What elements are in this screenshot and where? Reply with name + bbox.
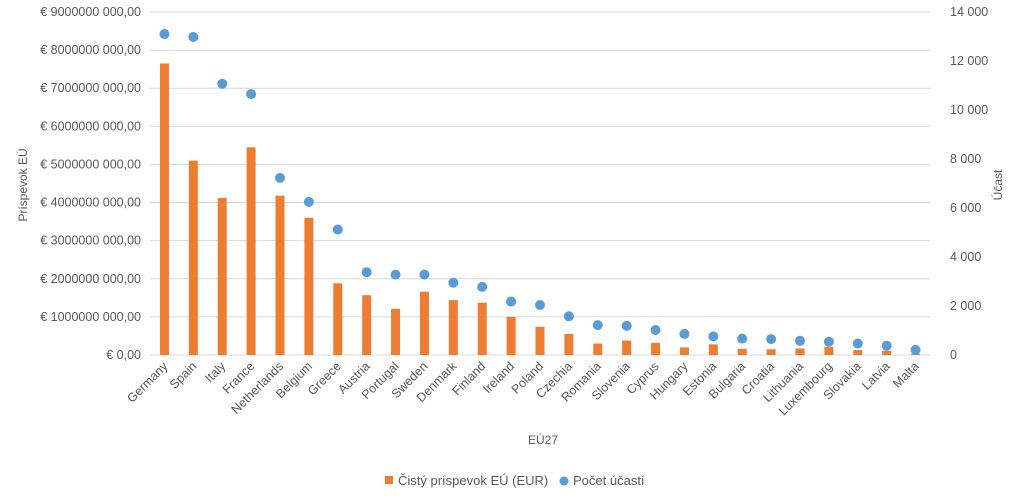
bar (679, 347, 689, 355)
scatter-point (188, 31, 199, 42)
y-tick-label: € 0,00 (106, 348, 141, 362)
scatter-point (592, 320, 603, 331)
legend: Čistý príspevok EÚ (EUR) Počet účastí (385, 473, 645, 488)
bar (853, 350, 863, 355)
y-tick-label: € 1000000 000,00 (40, 310, 141, 324)
left-axis-ticks: € 0,00 € 1000000 000,00 € 2000000 000,00 € … (40, 5, 141, 362)
scatter-point (823, 336, 834, 347)
bar (477, 302, 487, 355)
scatter-point (477, 281, 488, 292)
scatter-point (795, 335, 805, 346)
bar (246, 147, 256, 355)
y2-tick-label: 2 000 (950, 299, 981, 313)
bar (419, 291, 429, 355)
y2-tick-label: 0 (950, 348, 957, 362)
y-tick-label: € 6000000 000,00 (40, 119, 141, 133)
x-tick-label: Germany (124, 359, 171, 406)
y2-tick-label: 8 000 (950, 152, 981, 166)
scatter-point (766, 334, 777, 345)
bar (448, 300, 458, 355)
bar (824, 346, 834, 355)
scatter-point (390, 269, 401, 280)
legend-dot-swatch (559, 476, 569, 486)
scatter-point (737, 333, 748, 344)
scatter-point (881, 340, 892, 351)
bar (159, 63, 169, 355)
legend-bar-swatch (385, 476, 393, 484)
y-axis-title: Príspevok EÚ (15, 148, 30, 221)
y2-tick-label: 12 000 (950, 54, 988, 68)
right-axis-ticks: 0 2 000 4 000 6 000 8 000 10 000 12 000 14 000 (950, 5, 988, 362)
x-tick-label: Spain (167, 359, 200, 392)
scatter-point (506, 296, 517, 307)
bar (217, 197, 227, 355)
bar (766, 349, 776, 355)
scatter-point (419, 269, 430, 280)
y2-tick-label: 4 000 (950, 250, 981, 264)
y-tick-label: € 2000000 000,00 (40, 272, 141, 286)
y-tick-label: € 3000000 000,00 (40, 234, 141, 248)
y2-axis-title: Účast (990, 169, 1005, 200)
scatter-point (246, 89, 257, 100)
scatter-point (650, 325, 661, 336)
bar (708, 344, 718, 355)
y-tick-label: € 9000000 000,00 (40, 5, 141, 19)
y2-tick-label: 14 000 (950, 5, 988, 19)
bar (795, 348, 805, 355)
y-tick-label: € 5000000 000,00 (40, 157, 141, 171)
bar (506, 316, 516, 355)
y2-tick-label: 6 000 (950, 201, 981, 215)
scatter-point (621, 320, 632, 331)
scatter-point (535, 300, 545, 311)
scatter-point (708, 331, 719, 342)
y-tick-label: € 4000000 000,00 (40, 196, 141, 210)
legend-dot-label: Počet účastí (573, 473, 645, 488)
bar (275, 195, 285, 355)
y-tick-label: € 8000000 000,00 (40, 43, 141, 57)
x-axis-title: EÚ27 (528, 432, 558, 447)
scatter-point (910, 344, 921, 355)
bar (391, 308, 401, 355)
bar (593, 343, 603, 355)
scatter-point (275, 172, 285, 183)
scatter-point (361, 267, 372, 278)
bar (304, 217, 314, 355)
bar (651, 342, 661, 355)
bar (622, 340, 632, 355)
scatter-point (679, 328, 690, 339)
y-tick-label: € 7000000 000,00 (40, 81, 141, 95)
scatter-point (852, 338, 863, 349)
bar (362, 295, 372, 355)
scatter-point (563, 311, 574, 322)
scatter-point (332, 224, 343, 235)
bar (882, 350, 892, 355)
x-tick-label: Latvia (859, 359, 893, 393)
x-tick-label: Malta (890, 359, 922, 391)
bar (535, 326, 545, 355)
scatter-point (448, 277, 459, 288)
bar (333, 283, 343, 355)
bar (188, 160, 198, 355)
scatter-point (217, 78, 228, 89)
bar (737, 348, 747, 355)
legend-bar-label: Čistý príspevok EÚ (EUR) (398, 473, 548, 488)
scatter-point (159, 29, 170, 40)
scatter-point (303, 196, 314, 207)
scatter-series (159, 29, 921, 355)
bar (564, 334, 574, 355)
bar-series (159, 63, 921, 355)
y2-tick-label: 10 000 (950, 103, 988, 117)
